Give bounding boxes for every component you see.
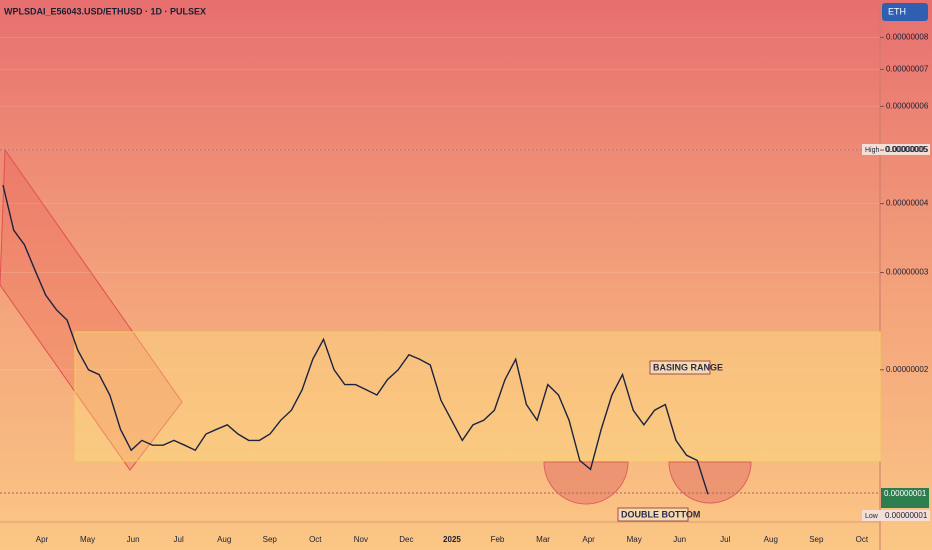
x-tick-label: Aug [764,535,778,544]
x-tick-label: Aug [217,535,231,544]
x-tick-label: Mar [536,535,550,544]
x-tick-label: Jul [174,535,184,544]
x-tick-label: 2025 [443,535,461,544]
y-tick-label: 0.00000004 [886,199,929,208]
x-tick-label: Nov [354,535,368,544]
low-tag [862,510,882,521]
x-tick-label: Apr [582,535,595,544]
last-price-tag [881,488,929,508]
last-price: 0.00000001 [884,489,927,498]
x-tick-label: May [627,535,642,544]
price-line [2,184,709,495]
annotation: DOUBLE BOTTOM [621,509,700,519]
x-tick-label: Apr [36,535,49,544]
x-tick-label: Jun [673,535,686,544]
annotation-box [649,360,711,375]
high-tag [862,144,882,155]
high-price-tag [882,144,930,155]
x-tick-label: May [80,535,95,544]
y-tick-label: 0.00000002 [886,365,929,374]
currency-label[interactable]: ETH [888,6,906,16]
x-tick-label: Oct [309,535,322,544]
descending-channel [0,148,183,471]
y-tick-label: 0.00000007 [886,65,929,74]
x-tick-label: Jul [720,535,730,544]
x-tick-label: Oct [856,535,869,544]
y-tick-label: 0.00000006 [886,101,929,110]
high-label: High [865,147,880,154]
low-price: 0.00000001 [885,511,928,520]
x-tick-label: Feb [491,535,505,544]
chart-title: WPLSDAI_E56043.USD/ETHUSD · 1D · PULSEX [4,6,206,16]
x-tick-label: Dec [399,535,413,544]
x-tick-label: Jun [127,535,140,544]
y-tick-label: 0.00000003 [886,268,929,277]
low-price-tag [882,510,930,521]
basing-range-box [74,331,881,462]
currency-badge[interactable] [882,3,928,21]
y-tick-label: 0.00000005 [886,145,929,154]
y-tick-label: 0.00000008 [886,32,929,41]
x-tick-label: Sep [809,535,824,544]
annotation-box [617,507,689,522]
x-tick-label: Sep [263,535,278,544]
high-price: 0.00000005 [885,145,928,154]
annotation: BASING RANGE [653,362,723,372]
low-label: Low [865,513,879,520]
